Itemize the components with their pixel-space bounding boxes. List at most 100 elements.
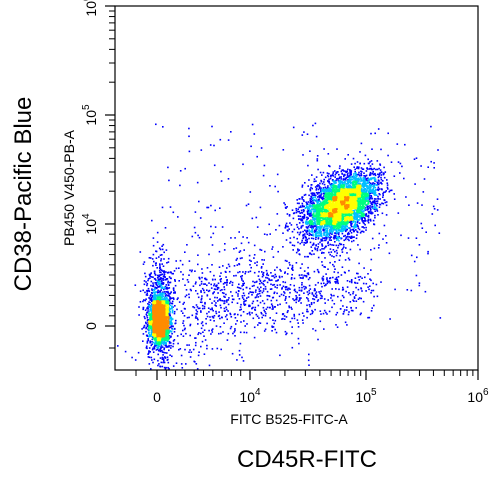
data-point <box>270 283 272 286</box>
data-point <box>239 271 241 273</box>
data-point <box>345 236 348 238</box>
data-point <box>224 310 226 312</box>
data-point <box>289 264 291 266</box>
data-point <box>310 215 312 217</box>
data-point <box>261 316 263 319</box>
data-point <box>351 217 353 219</box>
data-point <box>288 228 290 230</box>
data-point <box>349 230 352 232</box>
data-point <box>324 203 326 206</box>
data-point <box>150 314 152 316</box>
data-point <box>347 187 350 189</box>
data-point <box>322 222 325 224</box>
data-point <box>150 272 152 274</box>
data-point <box>314 232 317 234</box>
data-point <box>238 287 241 289</box>
data-point <box>237 295 239 297</box>
data-point <box>315 180 317 182</box>
data-point <box>316 185 318 187</box>
data-point <box>324 224 327 227</box>
data-point <box>367 187 370 189</box>
data-point <box>297 208 299 210</box>
data-point <box>355 217 357 219</box>
data-point <box>230 131 232 133</box>
data-point <box>155 336 158 338</box>
data-point <box>145 345 148 348</box>
data-point <box>165 330 168 332</box>
data-point <box>295 207 297 210</box>
data-point <box>296 231 299 234</box>
data-point <box>317 192 320 194</box>
data-point <box>146 294 149 296</box>
data-point <box>317 237 320 240</box>
data-point <box>152 282 154 284</box>
data-point <box>298 210 300 213</box>
data-point <box>286 213 289 215</box>
data-point <box>166 339 169 342</box>
data-point <box>355 194 357 197</box>
data-point <box>286 229 289 231</box>
data-point <box>425 231 427 233</box>
data-point <box>364 207 367 209</box>
data-point <box>148 327 150 330</box>
data-point <box>166 262 168 264</box>
data-point <box>321 197 323 200</box>
data-point <box>329 237 331 239</box>
data-point <box>263 302 266 305</box>
data-point <box>147 323 149 325</box>
data-point <box>150 317 152 320</box>
data-point <box>146 289 149 292</box>
data-point <box>180 310 183 312</box>
data-point <box>347 176 349 178</box>
data-point <box>352 219 355 222</box>
data-point <box>346 252 348 254</box>
data-point <box>276 292 278 295</box>
data-point <box>346 286 349 288</box>
data-point <box>374 190 376 192</box>
data-point <box>312 218 314 221</box>
data-point <box>240 275 242 278</box>
data-point <box>330 198 332 201</box>
data-point <box>264 328 267 331</box>
data-point <box>328 218 331 220</box>
data-point <box>416 202 419 204</box>
data-point <box>209 316 211 318</box>
data-point <box>337 236 340 239</box>
data-point <box>159 365 162 368</box>
data-point <box>160 269 163 272</box>
data-point <box>289 241 291 244</box>
data-point <box>145 322 147 325</box>
data-point <box>178 301 181 303</box>
data-point <box>144 275 147 278</box>
data-point <box>150 312 153 315</box>
data-point <box>360 170 362 173</box>
data-point <box>321 238 323 241</box>
data-point <box>346 225 349 228</box>
data-point <box>303 233 306 235</box>
data-point <box>279 303 281 306</box>
data-point <box>304 239 307 241</box>
data-point <box>355 183 357 185</box>
data-point <box>157 348 159 351</box>
data-point <box>346 222 348 225</box>
data-point <box>242 271 244 273</box>
data-point <box>192 306 194 308</box>
data-point <box>352 181 354 183</box>
data-point <box>151 285 154 287</box>
data-point <box>342 184 345 187</box>
data-point <box>353 236 355 238</box>
data-point <box>144 299 147 302</box>
data-point <box>359 248 361 251</box>
data-point <box>165 333 167 335</box>
data-point <box>405 196 407 198</box>
data-point <box>328 239 331 241</box>
data-point <box>365 193 367 196</box>
data-point <box>247 241 250 244</box>
data-point <box>296 291 298 294</box>
data-point <box>299 205 302 207</box>
data-point <box>344 234 346 237</box>
data-point <box>348 184 351 186</box>
data-point <box>356 224 358 226</box>
data-point <box>319 188 322 191</box>
data-point <box>206 267 209 269</box>
